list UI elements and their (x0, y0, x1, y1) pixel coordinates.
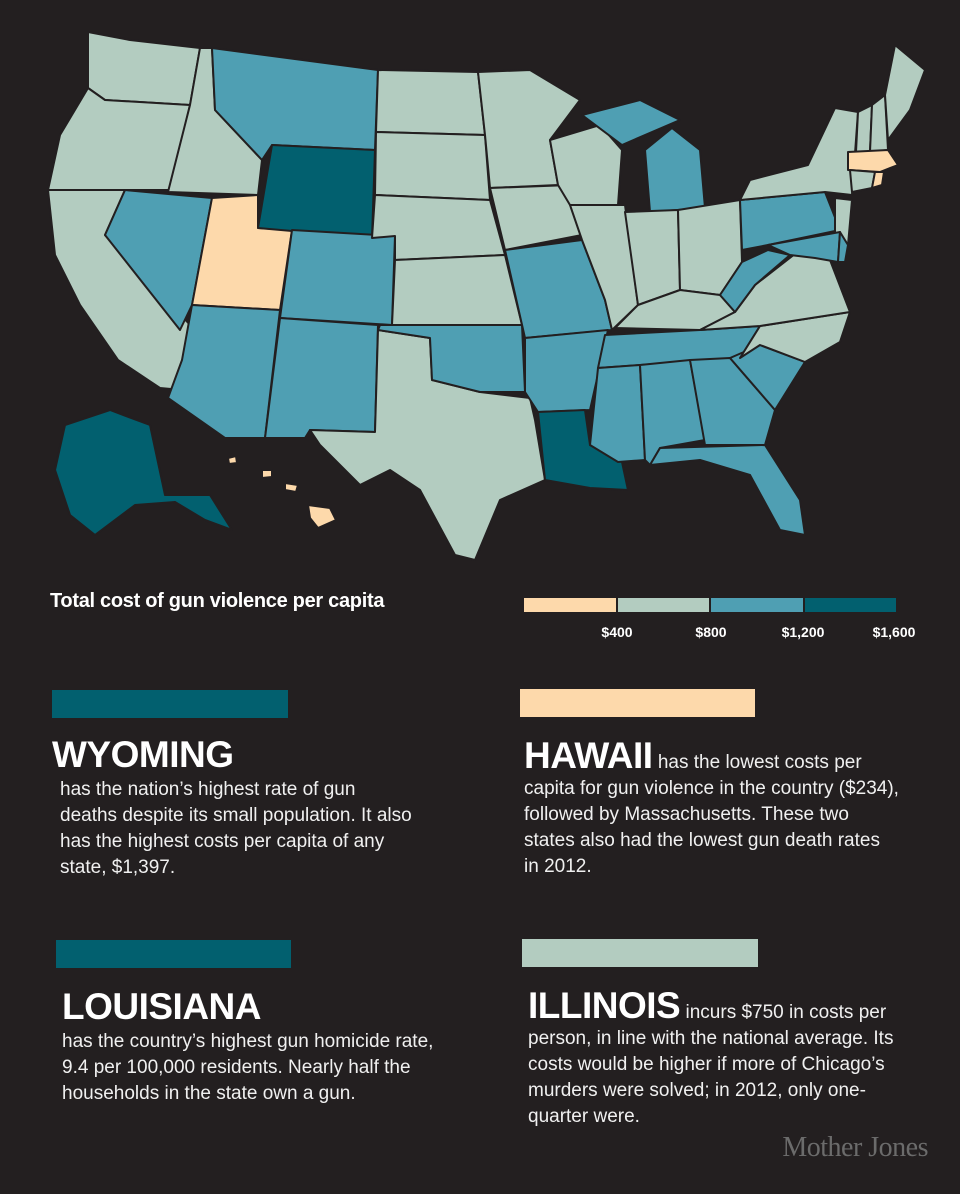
state-OK[interactable] (377, 324, 526, 393)
state-AZ[interactable] (167, 304, 281, 439)
card-hawaii-text: has the lowest costs per capita for gun … (524, 752, 899, 877)
state-WA[interactable] (87, 31, 201, 106)
state-GA[interactable] (689, 357, 776, 446)
state-MS[interactable] (589, 364, 646, 463)
state-HI[interactable] (227, 455, 337, 529)
state-MI[interactable] (581, 99, 706, 213)
legend-title: Total cost of gun violence per capita (50, 590, 385, 612)
legend-tick-1200: $1,200 (781, 624, 825, 640)
legend-swatch-low (617, 598, 709, 612)
state-WY[interactable] (257, 144, 376, 239)
card-louisiana-swatch (56, 940, 291, 968)
card-hawaii-title: HAWAII (524, 735, 653, 776)
legend-swatch-high (804, 598, 896, 612)
card-wyoming: WYOMING has the nation’s highest rate of… (52, 690, 452, 881)
card-wyoming-text: has the nation’s highest rate of gun dea… (60, 779, 412, 878)
card-illinois-swatch (522, 939, 758, 967)
state-DE[interactable] (837, 231, 849, 263)
state-ND[interactable] (375, 69, 486, 136)
card-louisiana: LOUISIANA has the country’s highest gun … (56, 940, 456, 1107)
state-NM[interactable] (264, 317, 379, 439)
legend-swatch-lowest (524, 598, 616, 612)
card-hawaii-swatch (520, 689, 755, 717)
legend-tick-800: $800 (695, 624, 727, 640)
state-IL[interactable] (569, 204, 639, 331)
state-AK[interactable] (54, 409, 233, 536)
mother-jones-logo: Mother Jones (782, 1132, 928, 1163)
state-ME[interactable] (884, 44, 926, 141)
legend-tick-400: $400 (601, 624, 633, 640)
state-KS[interactable] (391, 254, 523, 326)
card-louisiana-text: has the country’s highest gun homicide r… (62, 1031, 434, 1104)
state-CT[interactable] (849, 169, 876, 193)
card-illinois: ILLINOIS incurs $750 in costs per person… (522, 939, 922, 1130)
card-louisiana-title: LOUISIANA (62, 986, 262, 1027)
state-MA[interactable] (847, 149, 899, 173)
legend-color-scale (524, 598, 896, 612)
state-NY[interactable] (739, 107, 859, 201)
card-hawaii: HAWAII has the lowest costs per capita f… (520, 689, 900, 880)
state-CO[interactable] (279, 229, 396, 326)
card-wyoming-title: WYOMING (52, 734, 234, 775)
state-NV[interactable] (104, 189, 213, 331)
state-FL[interactable] (649, 444, 806, 536)
card-illinois-title: ILLINOIS (528, 985, 681, 1026)
legend-tick-1600: $1,600 (872, 624, 916, 640)
state-RI[interactable] (871, 171, 885, 189)
state-MD[interactable] (767, 231, 841, 263)
state-OR[interactable] (47, 87, 191, 191)
legend-swatch-mid (711, 598, 803, 612)
card-wyoming-swatch (52, 690, 288, 718)
state-SD[interactable] (374, 131, 491, 201)
us-choropleth-map (47, 31, 926, 561)
card-illinois-text: incurs $750 in costs per person, in line… (528, 1002, 894, 1127)
state-LA[interactable] (537, 409, 629, 491)
